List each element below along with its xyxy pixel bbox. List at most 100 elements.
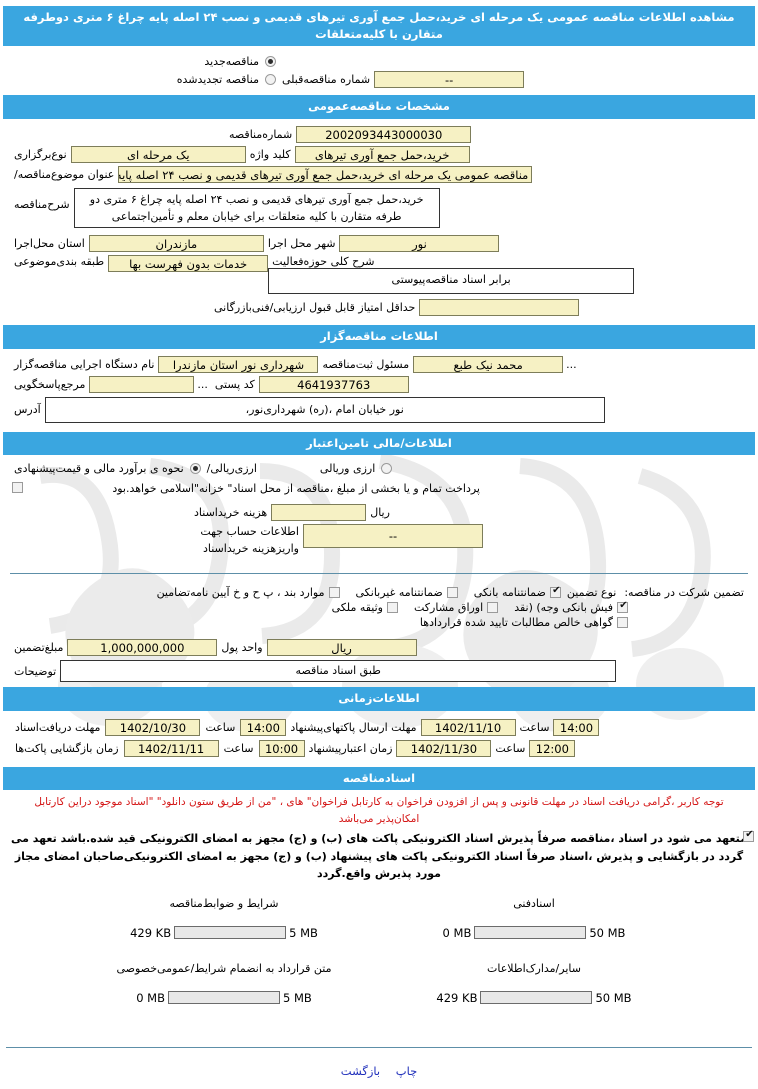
label-estimate-method: نحوه ی برآورد مالی و قیمت‌پیشنهادی bbox=[14, 462, 184, 476]
label-bank-receipt: فیش بانکی وجه) (نقد bbox=[514, 601, 613, 615]
label-registrar: مسئول ثبت‌مناقصه bbox=[322, 357, 410, 371]
postal-code-input[interactable]: 4641937763 bbox=[258, 375, 409, 393]
checkbox-participation-bonds[interactable] bbox=[487, 602, 499, 614]
attachment-terms-conditions-title: شرایط و ضوابط‌مناقصه bbox=[169, 896, 279, 910]
keyword-input[interactable]: خرید،حمل جمع آوری تیرهای bbox=[294, 146, 470, 164]
label-previous-tender-number: شماره مناقصه‌قبلی bbox=[282, 73, 371, 87]
label-treasury-note: پرداخت تمام و یا بخشی از مبلغ ،مناقصه از… bbox=[112, 482, 480, 496]
label-doc-cost: هزینه خرید‌اسناد bbox=[194, 506, 268, 520]
general-section: 2002093443000030 شماره‌مناقصه خرید،حمل ج… bbox=[0, 119, 758, 325]
responsible-authority-input[interactable] bbox=[89, 375, 195, 393]
radio-renewed-tender[interactable] bbox=[265, 74, 276, 86]
executive-agency-input[interactable]: شهرداری نور استان مازندرا bbox=[158, 355, 319, 373]
label-city: شهر محل اجرا bbox=[267, 237, 336, 251]
checkbox-treasury-note[interactable] bbox=[12, 482, 23, 494]
activity-scope-textarea[interactable]: برابر اسناد مناقصه‌پیوستی bbox=[268, 268, 635, 295]
section-header-documents: اسناد‌مناقصه bbox=[3, 766, 755, 791]
city-input[interactable]: نور bbox=[339, 235, 500, 253]
label-net-claims-certificate: گواهی خالص مطالبات تایید شده قراردادها bbox=[419, 616, 613, 630]
row-subject: مناقصه عمومی یک مرحله ای خرید،حمل جمع آو… bbox=[10, 166, 748, 184]
label-guarantee-amount: مبلغ‌تضمین bbox=[14, 641, 64, 655]
previous-tender-number-input[interactable]: -- bbox=[374, 71, 525, 89]
description-textarea[interactable]: خرید،حمل جمع آوری تیرهای قدیمی و نصب ۲۴ … bbox=[73, 188, 440, 229]
label-doc-receive-time: ساعت bbox=[205, 720, 236, 734]
checkbox-electronic-docs-commitment[interactable] bbox=[743, 829, 755, 842]
attachment-technical-docs-current: 0 MB bbox=[442, 925, 472, 940]
back-link[interactable]: بازگشت bbox=[340, 1063, 381, 1078]
row-tender-number: 2002093443000030 شماره‌مناقصه bbox=[10, 126, 748, 144]
envelope-opening-date-input[interactable]: 1402/11/11 bbox=[123, 739, 219, 757]
proposal-validity-date-input[interactable]: 1402/11/30 bbox=[396, 739, 492, 757]
attachment-terms-conditions-current: 429 KB bbox=[130, 925, 172, 940]
attachment-other-docs-bar bbox=[480, 991, 593, 1005]
account-info-input[interactable]: -- bbox=[303, 524, 483, 549]
checkbox-property-deed[interactable] bbox=[387, 602, 398, 614]
guarantee-amount-input[interactable]: 1,000,000,000 bbox=[67, 639, 218, 657]
label-envelope-opening-time: ساعت bbox=[223, 741, 254, 755]
label-subject: عنوان موضوع‌مناقصه/ bbox=[14, 168, 115, 182]
checkbox-regulation-clauses[interactable] bbox=[328, 587, 340, 599]
guarantee-option-nonbank-guarantee[interactable]: ضمانتنامه غیربانکی bbox=[356, 586, 460, 599]
attachment-terms-conditions-max: 5 MB bbox=[289, 925, 318, 940]
proposal-submit-time-input[interactable]: 14:00 bbox=[553, 718, 600, 736]
guarantee-option-bank-guarantee[interactable]: ضمانتنامه بانکی bbox=[474, 585, 563, 599]
radio-foreign-currency[interactable] bbox=[381, 463, 393, 475]
label-doc-cost-unit: ریال bbox=[370, 506, 390, 520]
registrar-more-icon[interactable]: ... bbox=[566, 357, 577, 371]
doc-cost-input[interactable] bbox=[271, 504, 367, 522]
attachment-contract-text-max: 5 MB bbox=[283, 990, 312, 1005]
proposal-submit-date-input[interactable]: 1402/11/10 bbox=[420, 718, 516, 736]
tender-number-input[interactable]: 2002093443000030 bbox=[296, 126, 472, 144]
guarantee-option-regulation-clauses[interactable]: موارد بند ، پ ح و خ آیین نامه‌تضامین bbox=[157, 586, 342, 599]
province-input[interactable]: مازندران bbox=[88, 235, 264, 253]
authority-more-icon[interactable]: ... bbox=[197, 377, 208, 391]
radio-new-tender[interactable] bbox=[265, 56, 276, 68]
label-tender-number: شماره‌مناقصه bbox=[229, 128, 293, 142]
guarantee-section: تضمین شرکت در مناقصه: نوع تضمین ضمانتنام… bbox=[0, 581, 758, 687]
checkbox-bank-receipt[interactable] bbox=[617, 600, 629, 614]
label-proposal-validity-time: ساعت bbox=[495, 741, 526, 755]
label-proposal-submit-time: ساعت bbox=[519, 720, 550, 734]
guarantee-option-participation-bonds[interactable]: اوراق مشارکت bbox=[414, 601, 500, 614]
section-header-financial: اطلاعات/مالی تامین‌اعتبار bbox=[3, 431, 755, 456]
attachment-other-docs-max: 50 MB bbox=[595, 990, 632, 1005]
attachment-other-docs: سایر/مدارک‌اطلاعات 429 KB 50 MB bbox=[409, 962, 659, 1005]
address-textarea[interactable]: نور خیابان امام ،(ره) شهرداری‌نور، bbox=[44, 396, 605, 423]
label-account-info: اطلاعات حساب جهت واریز‌هزینه خرید‌اسناد bbox=[200, 525, 299, 555]
holding-type-input[interactable]: یک مرحله ای bbox=[70, 146, 246, 164]
currency-unit-input[interactable]: ریال bbox=[266, 639, 417, 657]
organizer-section: ... محمد نیک طبع مسئول ثبت‌مناقصه شهردار… bbox=[0, 349, 758, 432]
label-envelope-opening: زمان بازگشایی پاکت‌ها bbox=[15, 741, 119, 755]
print-link[interactable]: چاپ bbox=[395, 1063, 418, 1078]
checkbox-bank-guarantee[interactable] bbox=[549, 585, 562, 599]
attachment-technical-docs: اسناد‌فنی 0 MB 50 MB bbox=[409, 897, 659, 940]
subject-input[interactable]: مناقصه عمومی یک مرحله ای خرید،حمل جمع آو… bbox=[118, 166, 533, 184]
timing-section: 14:00 ساعت 1402/11/10 مهلت ارسال پاکتهای… bbox=[0, 711, 758, 767]
checkbox-nonbank-guarantee[interactable] bbox=[446, 587, 458, 599]
registrar-input[interactable]: محمد نیک طبع bbox=[413, 355, 564, 373]
doc-receive-time-input[interactable]: 14:00 bbox=[240, 718, 287, 736]
section-header-general: مشخصات مناقصه‌عمومی bbox=[3, 95, 755, 120]
envelope-opening-time-input[interactable]: 10:00 bbox=[258, 739, 305, 757]
row-account-info: -- اطلاعات حساب جهت واریز‌هزینه خرید‌اسن… bbox=[10, 524, 748, 557]
documents-bold-notice: متعهد می شود در اسناد ،مناقصه صرفاً پذیر… bbox=[11, 831, 747, 881]
guarantee-explanations-textarea[interactable]: طبق اسناد مناقصه bbox=[60, 660, 617, 683]
tender-new-row: مناقصه‌جدید bbox=[10, 55, 748, 68]
row-guarantee-amount: ریال واحد پول 1,000,000,000 مبلغ‌تضمین bbox=[10, 639, 748, 657]
attachment-technical-docs-max: 50 MB bbox=[589, 925, 626, 940]
label-nonbank-guarantee: ضمانتنامه غیربانکی bbox=[355, 586, 443, 600]
min-score-input[interactable] bbox=[419, 299, 580, 317]
doc-receive-date-input[interactable]: 1402/10/30 bbox=[105, 718, 201, 736]
label-min-score: حداقل امتیاز قابل قبول ارزیابی/فنی‌بازرگ… bbox=[214, 301, 416, 315]
radio-rial-currency[interactable] bbox=[189, 463, 201, 475]
checkbox-net-claims-certificate[interactable] bbox=[617, 617, 628, 629]
row-min-score: حداقل امتیاز قابل قبول ارزیابی/فنی‌بازرگ… bbox=[10, 299, 748, 317]
guarantee-option-property-deed[interactable]: وثیقه ملکی bbox=[332, 601, 400, 614]
guarantee-option-net-claims-certificate[interactable]: گواهی خالص مطالبات تایید شده قراردادها bbox=[420, 616, 630, 629]
classification-input[interactable]: خدمات بدون فهرست بها bbox=[108, 255, 269, 273]
documents-red-notice: توجه کاربر ،گرامی دریافت اسناد در مهلت ق… bbox=[34, 796, 724, 826]
label-participation-guarantee: تضمین شرکت در مناقصه: bbox=[624, 586, 744, 600]
proposal-validity-time-input[interactable]: 12:00 bbox=[529, 739, 576, 757]
guarantee-option-bank-receipt[interactable]: فیش بانکی وجه) (نقد bbox=[514, 600, 630, 615]
label-postal-code: کد پستی bbox=[214, 377, 255, 391]
